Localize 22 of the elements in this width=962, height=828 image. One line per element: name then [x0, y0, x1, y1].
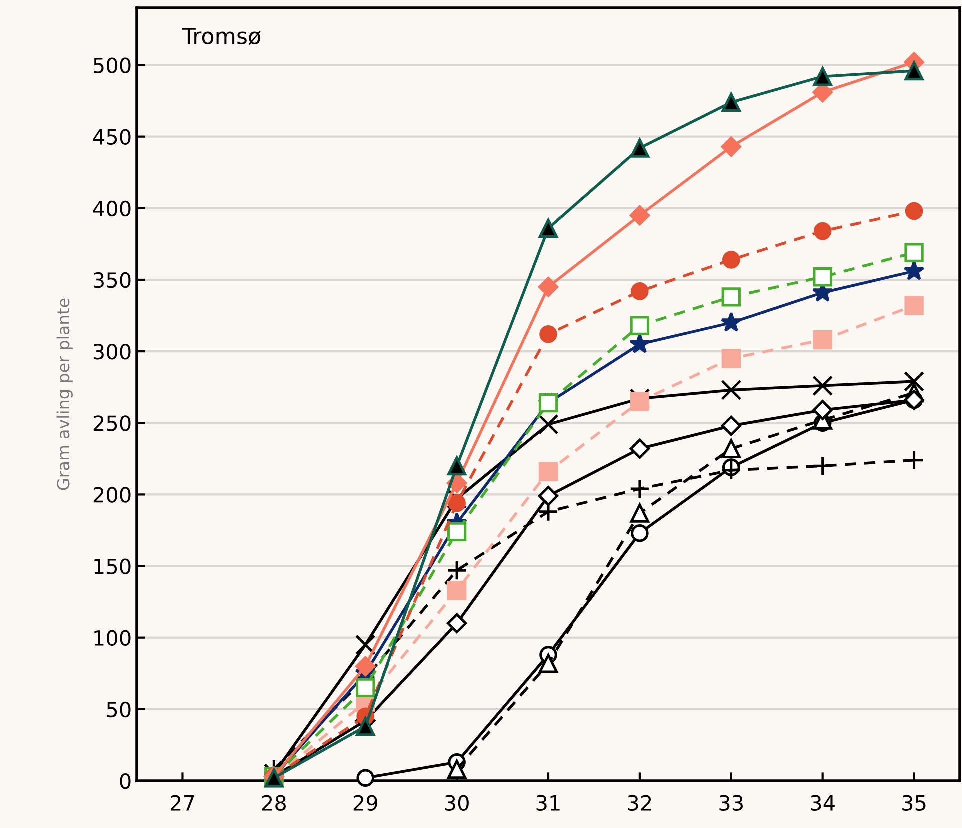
- x-tick-label: 29: [354, 795, 378, 812]
- x-tick-label: 31: [536, 795, 560, 812]
- y-tick-label: 350: [94, 272, 131, 288]
- y-tick-label: 400: [93, 200, 131, 217]
- y-tick-label: 200: [94, 487, 131, 503]
- x-tick-label: 32: [628, 795, 652, 812]
- x-tick-label: 35: [902, 795, 926, 812]
- y-tick-label: 150: [94, 558, 131, 574]
- y-tick-label: 250: [94, 416, 131, 432]
- x-tick-label: 34: [811, 795, 835, 812]
- x-tick-label: 30: [445, 795, 469, 812]
- annotation: Tromsø: [182, 28, 261, 46]
- y-tick-label: 100: [94, 630, 131, 646]
- y-tick-label: 500: [94, 58, 131, 74]
- x-tick-label: 27: [170, 795, 194, 811]
- y-tick-label: 450: [93, 129, 131, 146]
- x-tick-label: 28: [262, 795, 286, 812]
- y-axis-title: Gram avling per plante: [56, 298, 73, 490]
- y-tick-label: 300: [94, 344, 131, 360]
- x-tick-label: 33: [720, 795, 743, 812]
- y-tick-label: 50: [107, 702, 131, 718]
- y-tick-label: 0: [120, 773, 131, 790]
